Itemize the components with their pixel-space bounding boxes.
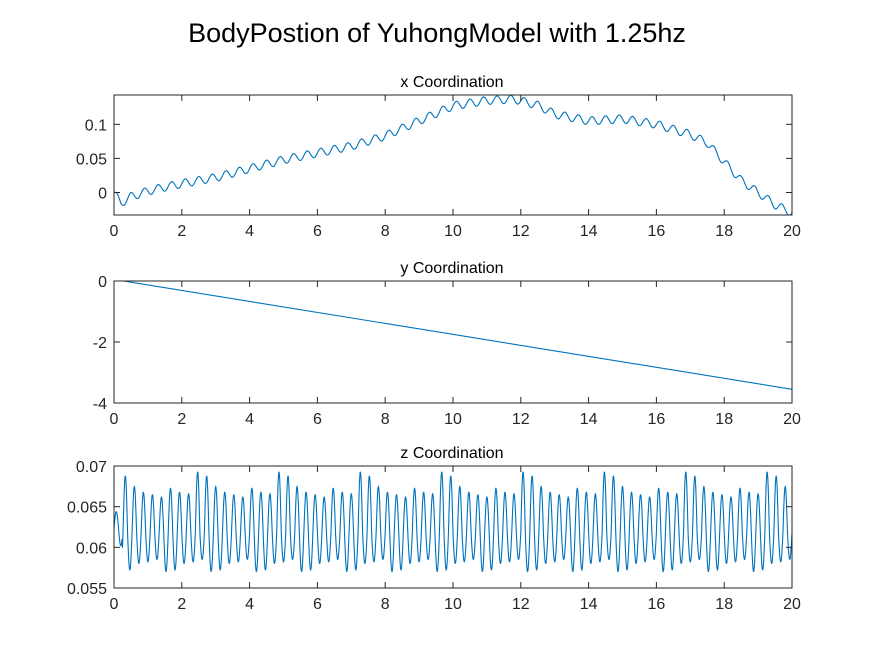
figure-title: BodyPostion of YuhongModel with 1.25hz [188, 18, 686, 48]
x-tick-label: 4 [245, 596, 254, 613]
y-tick-label: -2 [93, 335, 107, 352]
y-tick-label: -4 [93, 396, 107, 413]
x-tick-label: 12 [512, 411, 530, 428]
x-tick-label: 8 [381, 596, 390, 613]
x-tick-label: 20 [783, 596, 801, 613]
x-tick-label: 2 [177, 596, 186, 613]
x-tick-label: 18 [715, 411, 733, 428]
y-tick-label: 0 [98, 186, 107, 203]
x-tick-label: 8 [381, 411, 390, 428]
x-tick-label: 14 [580, 411, 598, 428]
x-tick-label: 10 [444, 596, 462, 613]
y-coordination-title: y Coordination [400, 260, 503, 277]
y-tick-label: 0.07 [76, 459, 107, 476]
x-tick-label: 20 [783, 223, 801, 240]
series-line [114, 95, 792, 215]
x-tick-label: 12 [512, 596, 530, 613]
x-tick-label: 12 [512, 223, 530, 240]
x-tick-label: 0 [110, 223, 119, 240]
z-coordination-axes: z Coordination 0 2 4 6 8 10 12 14 16 18 20 0.055 0.0… [67, 445, 801, 613]
x-tick-label: 2 [177, 223, 186, 240]
y-tick-label: 0.065 [67, 500, 107, 517]
x-tick-label: 8 [381, 223, 390, 240]
y-tick-label: 0.06 [76, 540, 107, 557]
x-tick-label: 14 [580, 596, 598, 613]
y-tick-label: 0 [98, 274, 107, 291]
x-coordination-axes: x Coordination 0 2 4 6 8 10 12 14 16 18 20 0 0.05 0.1 [76, 74, 801, 240]
x-tick-label: 4 [245, 223, 254, 240]
x-tick-label: 0 [110, 411, 119, 428]
x-tick-label: 6 [313, 411, 322, 428]
x-tick-label: 20 [783, 411, 801, 428]
x-tick-label: 0 [110, 596, 119, 613]
x-tick-label: 4 [245, 411, 254, 428]
y-coordination-axes: y Coordination 0 2 4 6 8 10 12 14 16 18 20 -4 -2 0 [93, 260, 801, 428]
x-tick-label: 6 [313, 223, 322, 240]
x-tick-label: 6 [313, 596, 322, 613]
x-tick-label: 2 [177, 411, 186, 428]
x-tick-label: 16 [648, 223, 666, 240]
y-tick-label: 0.055 [67, 581, 107, 598]
x-tick-label: 18 [715, 223, 733, 240]
x-tick-label: 14 [580, 223, 598, 240]
x-tick-label: 16 [648, 411, 666, 428]
x-tick-label: 16 [648, 596, 666, 613]
x-tick-label: 18 [715, 596, 733, 613]
x-tick-label: 10 [444, 411, 462, 428]
series-line [119, 281, 792, 390]
x-coordination-title: x Coordination [400, 74, 503, 91]
y-tick-label: 0.05 [76, 151, 107, 168]
x-tick-label: 10 [444, 223, 462, 240]
z-coordination-title: z Coordination [400, 445, 503, 462]
y-tick-label: 0.1 [85, 117, 107, 134]
series-line [114, 471, 792, 573]
